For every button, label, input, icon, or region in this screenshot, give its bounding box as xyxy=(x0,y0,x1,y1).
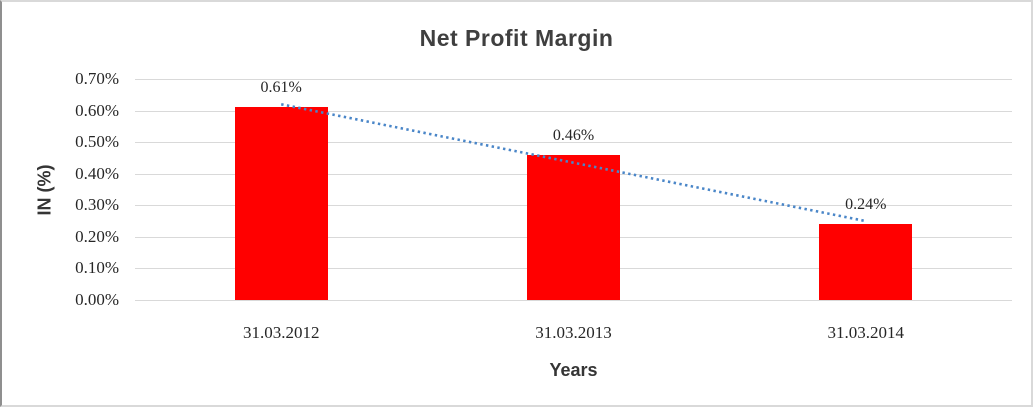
x-tick-label: 31.03.2013 xyxy=(535,323,612,342)
gridline xyxy=(135,79,1012,80)
data-label: 0.61% xyxy=(260,79,302,97)
y-tick-label: 0.00% xyxy=(75,290,119,309)
x-tick-label: 31.03.2012 xyxy=(242,323,320,342)
bar-31.03.2013 xyxy=(527,154,620,300)
y-tick-label: 0.10% xyxy=(75,258,119,278)
y-tick-label: 0.60% xyxy=(75,100,119,120)
x-axis-title: Years xyxy=(549,360,598,380)
y-tick-label: 0.50% xyxy=(75,132,119,152)
chart-title: Net Profit Margin xyxy=(419,25,614,51)
y-tick-label: 0.40% xyxy=(75,163,119,183)
y-tick-label: 0.20% xyxy=(75,226,119,246)
gridline xyxy=(135,300,1012,301)
data-label: 0.46% xyxy=(552,126,595,144)
y-tick-label: 0.70% xyxy=(75,69,119,88)
data-label: 0.24% xyxy=(845,196,887,214)
bar-31.03.2012 xyxy=(234,107,328,300)
bar-31.03.2014 xyxy=(819,224,913,300)
y-tick-label: 0.30% xyxy=(75,195,119,215)
x-tick-label: 31.03.2014 xyxy=(827,323,905,342)
